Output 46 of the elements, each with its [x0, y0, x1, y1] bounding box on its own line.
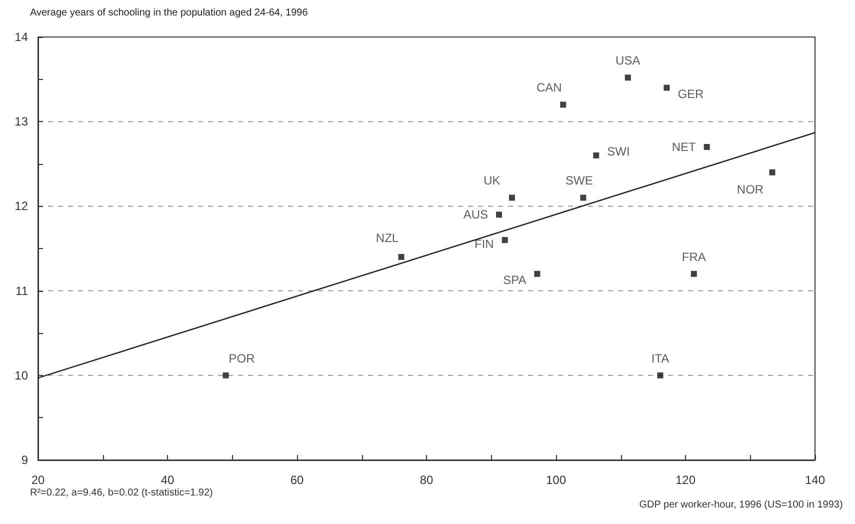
data-label: SWE: [566, 174, 593, 188]
x-axis-title: GDP per worker-hour, 1996 (US=100 in 1993): [639, 500, 843, 510]
point: [704, 144, 710, 150]
y-axis-title: Average years of schooling in the population aged 24-64, 1996: [30, 8, 308, 18]
point: [222, 372, 229, 378]
text: R²=0.22, a=9.46, b=0.02 (t-statistic=1.92): [30, 488, 213, 498]
x-tick-label: 40: [160, 473, 174, 487]
data-label: USA: [616, 54, 640, 68]
y-tick-label: 10: [14, 368, 28, 382]
x-tick-label: 20: [31, 473, 45, 487]
x-tick-label: 140: [804, 473, 826, 487]
point: [580, 194, 586, 201]
x-tick-label: 60: [290, 473, 304, 487]
point: [657, 372, 664, 378]
data-label: NOR: [736, 182, 764, 196]
data-label: SWI: [607, 144, 630, 158]
data-label: UK: [484, 174, 500, 188]
data-label: CAN: [536, 80, 562, 95]
data-label: GER: [678, 86, 704, 101]
point: [398, 254, 404, 260]
data-label: NET: [672, 140, 697, 154]
point: [534, 270, 540, 277]
point: [593, 152, 600, 158]
point: [690, 270, 697, 277]
point: [624, 74, 631, 81]
y-tick-label: 14: [14, 30, 28, 44]
data-label: SPA: [503, 272, 526, 287]
y-tick-label: 13: [14, 114, 28, 129]
data-label: NZL: [376, 230, 399, 245]
x-tick-label: 80: [420, 473, 434, 487]
y-tick-label: 11: [16, 284, 28, 298]
point: [496, 212, 502, 218]
data-label: AUS: [463, 208, 488, 222]
data-label: FIN: [474, 237, 494, 252]
data-label: ITA: [651, 351, 670, 366]
y-tick-label: 9: [21, 453, 28, 467]
point: [560, 102, 566, 108]
point: [769, 169, 776, 176]
data-label: FRA: [682, 250, 706, 264]
x-tick-label: 100: [546, 473, 566, 487]
data-label: POR: [228, 351, 256, 366]
x-tick-label: 120: [675, 473, 696, 487]
point: [664, 84, 670, 91]
point: [502, 237, 508, 244]
point: [508, 194, 515, 201]
y-tick-label: 12: [14, 199, 28, 214]
